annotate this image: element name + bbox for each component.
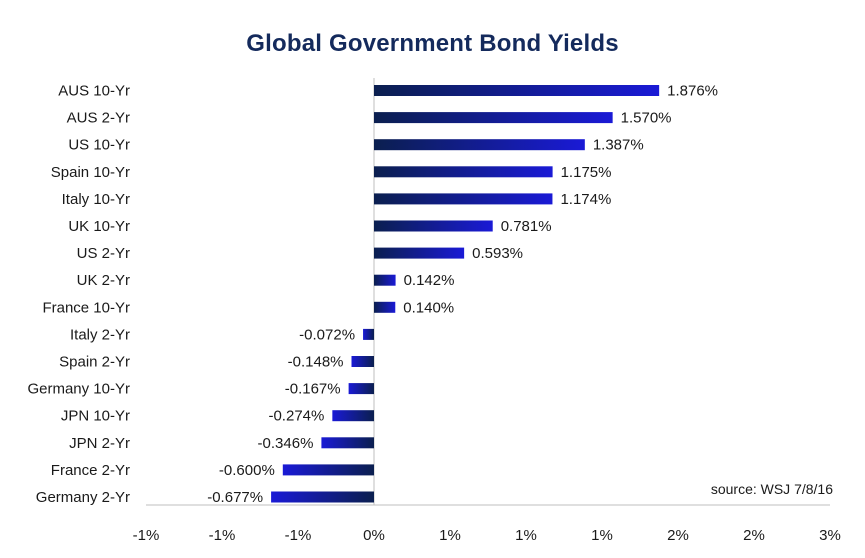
data-label: 1.570% — [621, 110, 672, 127]
x-tick-label: 2% — [667, 527, 689, 544]
category-label: US 10-Yr — [68, 137, 130, 154]
category-label: Italy 10-Yr — [62, 191, 130, 208]
category-label: AUS 2-Yr — [67, 110, 130, 127]
data-label: -0.072% — [299, 326, 355, 343]
category-label: France 2-Yr — [51, 462, 130, 479]
data-label: 0.142% — [404, 272, 455, 289]
bar — [348, 383, 374, 395]
bar — [374, 274, 396, 286]
category-label: UK 10-Yr — [68, 218, 130, 235]
data-label: 1.175% — [561, 164, 612, 181]
x-tick-label: 1% — [439, 527, 461, 544]
x-tick-label: 3% — [819, 527, 841, 544]
data-label: 0.593% — [472, 245, 523, 262]
bar — [271, 491, 374, 503]
bar — [363, 328, 374, 340]
x-tick-label: 2% — [743, 527, 765, 544]
data-label: -0.677% — [207, 489, 263, 506]
category-label: Spain 10-Yr — [51, 164, 130, 181]
source-annotation: source: WSJ 7/8/16 — [710, 481, 833, 497]
bar — [332, 410, 374, 422]
x-tick-label: -1% — [133, 527, 160, 544]
bar — [374, 112, 613, 124]
x-tick-label: 1% — [591, 527, 613, 544]
category-label: JPN 10-Yr — [61, 408, 130, 425]
bar — [374, 247, 465, 259]
data-label: -0.600% — [219, 462, 275, 479]
bar — [351, 356, 374, 367]
bar — [321, 437, 374, 449]
bar — [374, 220, 493, 232]
category-label: AUS 10-Yr — [58, 83, 130, 100]
data-label: 1.174% — [560, 191, 611, 208]
category-label: UK 2-Yr — [77, 272, 130, 289]
category-label: Germany 2-Yr — [36, 489, 130, 506]
bar — [374, 193, 553, 205]
category-label: Spain 2-Yr — [59, 354, 130, 371]
category-label: JPN 2-Yr — [69, 435, 130, 452]
category-label: US 2-Yr — [77, 245, 130, 262]
x-tick-label: 1% — [515, 527, 537, 544]
data-label: -0.167% — [285, 381, 341, 398]
x-tick-label: -1% — [209, 527, 236, 544]
category-label: Germany 10-Yr — [27, 381, 130, 398]
bar — [374, 139, 585, 151]
category-label: France 10-Yr — [42, 299, 130, 316]
bar — [374, 166, 553, 178]
data-label: 1.876% — [667, 83, 718, 100]
data-label: 0.140% — [403, 299, 454, 316]
data-label: 1.387% — [593, 137, 644, 154]
chart-title: Global Government Bond Yields — [246, 30, 619, 57]
x-tick-label: -1% — [285, 527, 312, 544]
bar — [374, 301, 396, 313]
bar — [282, 464, 374, 476]
bar — [374, 85, 660, 96]
category-label: Italy 2-Yr — [70, 326, 130, 343]
data-label: 0.781% — [501, 218, 552, 235]
x-tick-label: 0% — [363, 527, 385, 544]
data-label: -0.148% — [288, 354, 344, 371]
data-label: -0.346% — [258, 435, 314, 452]
data-label: -0.274% — [268, 408, 324, 425]
